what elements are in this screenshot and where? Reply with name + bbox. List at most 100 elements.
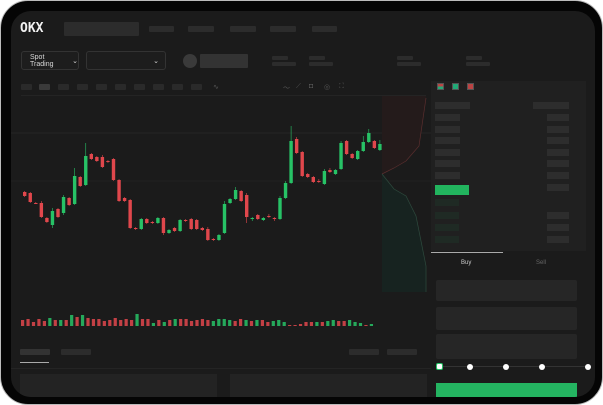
ask-row[interactable]	[435, 160, 460, 167]
buy-button[interactable]	[436, 383, 577, 397]
ask-row[interactable]	[547, 149, 569, 156]
nav-item[interactable]	[149, 26, 174, 32]
timeframe-button[interactable]	[39, 84, 50, 90]
candle-body	[372, 141, 377, 148]
ask-row[interactable]	[547, 137, 569, 144]
market-type-dropdown[interactable]: Spot Trading ⌄	[21, 51, 79, 70]
bottom-action[interactable]	[349, 349, 379, 355]
orderbook-bids-icon[interactable]	[452, 83, 459, 90]
bid-row[interactable]	[547, 224, 569, 231]
candle-body	[294, 139, 299, 153]
volume-bar	[113, 318, 117, 326]
timeframe-button[interactable]	[191, 84, 202, 90]
ask-row[interactable]	[435, 114, 460, 121]
volume-bar	[217, 319, 221, 326]
orderbook-both-icon[interactable]	[437, 83, 444, 90]
fullscreen-icon[interactable]: ⛶	[339, 83, 344, 90]
price-input[interactable]	[436, 280, 577, 301]
tab-sell[interactable]: Sell	[536, 260, 547, 266]
timeframe-button[interactable]	[58, 84, 69, 90]
slider-handle[interactable]	[436, 363, 443, 370]
timeframe-button[interactable]	[153, 84, 164, 90]
candle-body	[72, 176, 77, 204]
slider-stop[interactable]	[539, 364, 545, 370]
candlestick-chart[interactable]	[11, 11, 431, 341]
bid-row[interactable]	[435, 199, 459, 206]
amount-input[interactable]	[436, 307, 577, 330]
candle-body	[139, 219, 143, 229]
candle-body	[117, 180, 121, 201]
nav-item[interactable]	[188, 26, 214, 32]
volume-bar	[266, 322, 270, 326]
bid-row[interactable]	[435, 224, 459, 231]
nav-item[interactable]	[230, 26, 256, 32]
volume-bar	[86, 318, 90, 326]
volume-bar	[364, 325, 368, 326]
volume-bar	[331, 320, 335, 326]
header-placeholder[interactable]	[435, 102, 470, 109]
ruler-icon[interactable]: ⟋	[296, 83, 301, 90]
orderbook-asks-icon[interactable]	[467, 83, 474, 90]
nav-item[interactable]	[312, 26, 337, 32]
ask-row[interactable]	[547, 172, 569, 179]
candle-body	[317, 181, 321, 182]
settings-icon[interactable]: ◎	[324, 84, 331, 91]
line-icon[interactable]: 〜	[283, 85, 290, 92]
bottom-tab[interactable]	[61, 349, 91, 355]
candle-body	[167, 230, 171, 233]
ask-row[interactable]	[547, 160, 569, 167]
volume-bar	[222, 319, 226, 326]
timeframe-button[interactable]	[134, 84, 145, 90]
slider-stop[interactable]	[467, 364, 473, 370]
timeframe-button[interactable]	[77, 84, 88, 90]
timeframe-button[interactable]	[21, 84, 32, 90]
bid-row[interactable]	[547, 212, 569, 219]
slider-stop[interactable]	[585, 364, 591, 370]
volume-bar	[26, 319, 30, 326]
ask-row[interactable]	[435, 126, 460, 133]
ask-row[interactable]	[435, 137, 460, 144]
volume-bar	[298, 324, 303, 326]
bottom-tab-active[interactable]	[20, 349, 50, 355]
volume-bar	[31, 322, 36, 326]
volume-bar	[102, 321, 106, 326]
ask-row[interactable]	[435, 172, 460, 179]
ask-row[interactable]	[547, 114, 569, 121]
pair-dropdown[interactable]: ⌄	[86, 51, 166, 70]
okx-logo[interactable]: OKX	[20, 21, 44, 36]
ask-row[interactable]	[547, 184, 569, 191]
timeframe-button[interactable]	[172, 84, 183, 90]
ask-row[interactable]	[435, 149, 460, 156]
stat	[397, 56, 413, 60]
tab-buy[interactable]: Buy	[461, 260, 472, 266]
bottom-action[interactable]	[387, 349, 417, 355]
volume-bar	[140, 319, 145, 326]
bottom-panel-left	[20, 374, 217, 397]
slider-track[interactable]	[439, 366, 589, 367]
candle-body	[172, 228, 177, 231]
depth-chart	[381, 96, 427, 292]
volume-bar	[282, 322, 286, 326]
camera-icon[interactable]: ◘	[309, 83, 314, 90]
volume-bar	[168, 320, 172, 326]
candle-body	[361, 142, 365, 151]
nav-search[interactable]	[64, 22, 139, 36]
slider-stop[interactable]	[503, 364, 509, 370]
candle-body	[356, 151, 360, 159]
total-input[interactable]	[436, 334, 577, 359]
candle-body	[34, 203, 38, 204]
bid-row[interactable]	[547, 236, 569, 243]
header-placeholder[interactable]	[533, 102, 569, 109]
volume-bar	[195, 320, 199, 326]
indicator-icon[interactable]: ∿	[213, 84, 219, 91]
bid-row[interactable]	[435, 236, 459, 243]
stat	[309, 62, 333, 66]
candle-body	[95, 157, 99, 161]
ask-row[interactable]	[547, 126, 569, 133]
timeframe-button[interactable]	[115, 84, 126, 90]
timeframe-button[interactable]	[96, 84, 107, 90]
volume-bar	[337, 321, 341, 326]
bid-row[interactable]	[435, 212, 459, 219]
volume-bar	[244, 320, 248, 326]
nav-item[interactable]	[270, 26, 296, 32]
